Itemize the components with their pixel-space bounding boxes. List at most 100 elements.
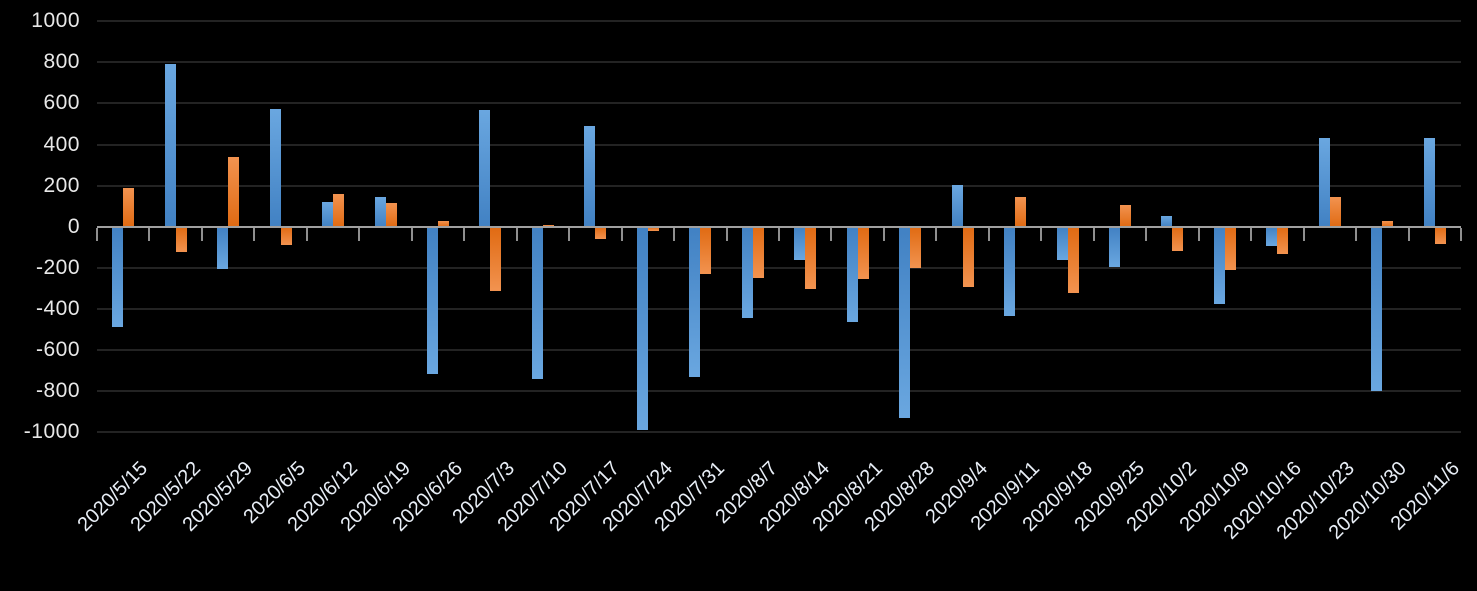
bar-series2 — [1067, 226, 1079, 294]
bar-series2 — [1224, 226, 1236, 270]
axis-tick — [725, 227, 728, 241]
gridline — [97, 390, 1461, 393]
bar-series1 — [636, 226, 648, 431]
bar-series2 — [280, 226, 292, 246]
bar-series2 — [1015, 196, 1027, 227]
axis-tick — [568, 227, 571, 241]
bar-series1 — [899, 226, 911, 418]
axis-tick — [987, 227, 990, 241]
bar-series1 — [1056, 226, 1068, 260]
bar-series1 — [846, 226, 858, 323]
bar-series2 — [805, 226, 817, 290]
bar-series2 — [123, 187, 135, 227]
axis-tick — [1145, 227, 1148, 241]
axis-tick — [673, 227, 676, 241]
axis-tick — [1040, 227, 1043, 241]
bar-series2 — [333, 193, 345, 227]
y-axis-label: -600 — [35, 338, 80, 361]
axis-tick — [935, 227, 938, 241]
bar-series1 — [374, 196, 386, 227]
bar-series2 — [1120, 205, 1131, 227]
axis-tick — [305, 227, 308, 241]
axis-tick — [200, 227, 203, 241]
bar-series2 — [700, 226, 712, 274]
axis-tick — [1460, 227, 1462, 241]
bar-series2 — [438, 220, 449, 227]
axis-tick — [515, 227, 518, 241]
bar-series1 — [427, 226, 438, 374]
gridline — [97, 184, 1461, 187]
bar-series1 — [741, 226, 753, 319]
bar-series1 — [164, 64, 176, 227]
bar-series1 — [217, 226, 229, 269]
bar-series1 — [531, 226, 543, 379]
bar-series1 — [951, 184, 963, 227]
bar-series2 — [910, 226, 922, 268]
axis-tick — [463, 227, 466, 241]
y-axis-label: 400 — [43, 132, 80, 156]
y-axis-label: 0 — [67, 214, 80, 238]
bar-series1 — [322, 202, 334, 227]
gridline — [97, 20, 1461, 23]
bar-series2 — [857, 226, 869, 280]
bar-series1 — [112, 226, 124, 328]
bar-series2 — [490, 226, 502, 292]
gridline — [97, 61, 1461, 64]
bar-series1 — [1318, 138, 1330, 227]
x-axis-line — [97, 225, 1461, 228]
bar-series2 — [962, 226, 974, 288]
bar-series2 — [175, 226, 187, 253]
bar-series1 — [689, 226, 701, 377]
axis-tick — [1092, 227, 1095, 241]
bar-series1 — [269, 108, 281, 227]
y-axis-label: 200 — [43, 173, 80, 197]
y-axis-label: -200 — [35, 255, 80, 279]
axis-tick — [96, 227, 98, 241]
bar-series2 — [1277, 226, 1289, 255]
axis-tick — [1407, 227, 1410, 241]
bar-series2 — [1434, 226, 1446, 245]
bar-series1 — [1423, 138, 1435, 227]
y-axis-label: -400 — [35, 296, 80, 320]
gridline — [97, 143, 1461, 146]
bar-series1 — [1266, 226, 1278, 247]
bar-series2 — [1172, 226, 1184, 252]
y-axis-label: -800 — [35, 379, 80, 403]
bar-series2 — [385, 203, 397, 227]
y-axis-label: 600 — [43, 91, 80, 115]
gridline — [97, 266, 1461, 269]
axis-tick — [410, 227, 413, 241]
bar-series1 — [1109, 226, 1120, 267]
bar-series1 — [794, 226, 806, 260]
axis-tick — [1197, 227, 1200, 241]
bar-series2 — [1329, 196, 1341, 227]
axis-tick — [882, 227, 885, 241]
bar-series1 — [1371, 226, 1383, 392]
axis-tick — [148, 227, 151, 241]
bar-series2 — [1382, 220, 1394, 227]
gridline — [97, 349, 1461, 351]
axis-tick — [1355, 227, 1358, 241]
gridline — [97, 431, 1461, 434]
axis-tick — [253, 227, 256, 241]
axis-tick — [358, 227, 361, 241]
bar-series2 — [228, 156, 240, 227]
axis-tick — [1250, 227, 1253, 241]
axis-tick — [830, 227, 833, 241]
y-axis-label: 800 — [43, 50, 80, 74]
axis-tick — [1302, 227, 1305, 241]
bar-series1 — [1213, 226, 1225, 304]
bar-series2 — [595, 226, 607, 240]
bar-series2 — [647, 226, 659, 231]
bar-series1 — [1004, 226, 1016, 317]
bar-series2 — [752, 226, 764, 279]
gridline — [97, 102, 1461, 105]
bar-series1 — [479, 109, 491, 227]
axis-tick — [778, 227, 780, 241]
bar-series1 — [1161, 216, 1173, 227]
bar-series2 — [542, 224, 554, 227]
axis-tick — [620, 227, 623, 241]
bar-series1 — [584, 126, 596, 227]
y-axis-label: 1000 — [31, 9, 80, 33]
